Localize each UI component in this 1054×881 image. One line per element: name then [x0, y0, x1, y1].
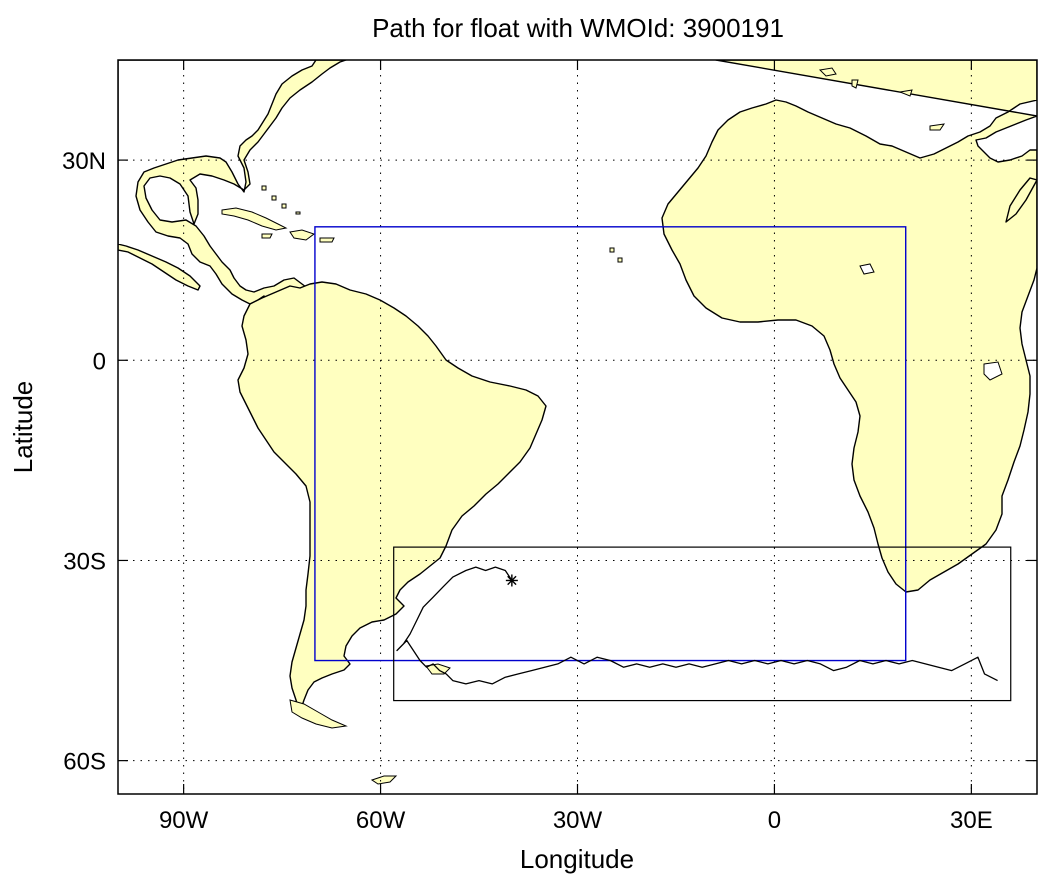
puerto-rico-island — [319, 237, 335, 243]
axis-ticks: 90W 60W 30W 0 30E 30N 0 30S 60S — [62, 60, 1037, 834]
y-tick-label: 30N — [62, 148, 106, 175]
arabia-landmass — [1005, 177, 1037, 223]
float-path — [396, 566, 998, 685]
y-tick-label: 60S — [63, 749, 106, 776]
x-tick-label: 30E — [950, 807, 993, 834]
zoom-box — [393, 546, 1012, 702]
float-start-stroke-3 — [507, 575, 517, 586]
y-tick-label: 30S — [63, 548, 106, 575]
x-tick-label: 0 — [768, 807, 781, 834]
cuba-island — [221, 207, 288, 231]
x-axis-label: Longitude — [520, 844, 634, 874]
hispaniola-island — [289, 229, 316, 241]
lake-chad — [859, 263, 875, 275]
mediterranean-islands — [818, 67, 946, 131]
bahamas-islands — [261, 185, 301, 215]
map-title: Path for float with WMOId: 3900191 — [372, 13, 784, 43]
x-tick-label: 90W — [159, 807, 209, 834]
y-tick-label: 0 — [93, 348, 106, 375]
grid-lines — [118, 60, 1037, 794]
jamaica-island — [261, 233, 273, 239]
x-tick-label: 30W — [553, 807, 603, 834]
tierra-del-fuego — [289, 699, 348, 729]
africa-europe-landmass — [661, 60, 1037, 593]
overlay-layer — [314, 226, 1012, 702]
y-axis-label: Latitude — [8, 381, 38, 474]
float-start-marker — [505, 574, 518, 587]
lake-victoria — [983, 361, 1003, 381]
south-georgia — [370, 775, 398, 785]
canary-islands — [609, 247, 623, 263]
x-tick-label: 60W — [356, 807, 406, 834]
